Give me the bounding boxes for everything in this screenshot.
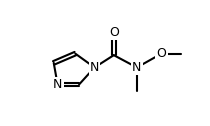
Text: O: O xyxy=(157,47,167,60)
Text: O: O xyxy=(109,26,119,39)
Text: N: N xyxy=(90,61,99,74)
Text: N: N xyxy=(53,78,62,91)
Text: N: N xyxy=(132,61,142,74)
